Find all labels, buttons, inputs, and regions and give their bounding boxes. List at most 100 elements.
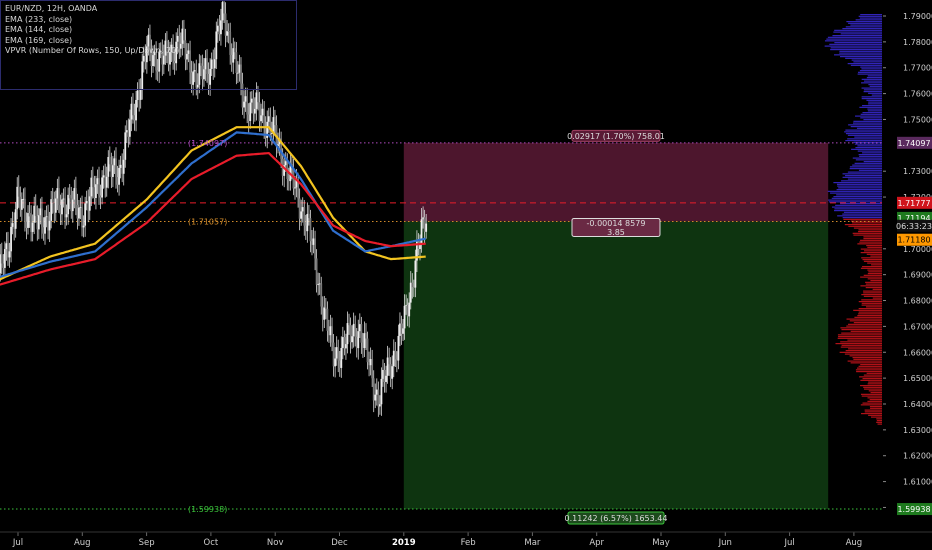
candle-body xyxy=(166,40,168,52)
x-tick-label: Apr xyxy=(589,538,604,548)
candle-body xyxy=(263,108,266,128)
candle-body xyxy=(253,108,256,114)
vpvr-bar xyxy=(845,129,882,131)
x-tick-label: Feb xyxy=(461,538,476,548)
candle-body xyxy=(324,307,327,309)
vpvr-bar xyxy=(853,120,882,122)
vpvr-bar xyxy=(871,94,882,96)
candle-body xyxy=(28,213,31,217)
vpvr-bar xyxy=(863,292,882,294)
candle-body xyxy=(318,283,321,285)
vpvr-bar xyxy=(867,262,882,264)
candle-body xyxy=(121,164,124,174)
candle-body xyxy=(139,89,142,100)
candle-body xyxy=(323,307,326,320)
candle-body xyxy=(62,198,65,200)
vpvr-bar xyxy=(837,337,882,339)
vpvr-bar xyxy=(824,40,882,42)
vpvr-bar xyxy=(824,45,882,47)
candle-body xyxy=(366,338,369,363)
vpvr-bar xyxy=(856,371,882,373)
vpvr-bar xyxy=(867,273,882,275)
vpvr-bar xyxy=(861,413,882,415)
risk-info-box xyxy=(571,129,661,142)
vpvr-bar xyxy=(866,253,882,255)
vpvr-bar xyxy=(839,52,882,54)
candle-body xyxy=(224,13,227,36)
vpvr-bar xyxy=(857,73,882,75)
vpvr-bar xyxy=(858,229,882,231)
vpvr-bar xyxy=(863,290,882,292)
vpvr-bar xyxy=(863,236,882,238)
vpvr-bar xyxy=(853,61,882,63)
vpvr-bar xyxy=(867,110,882,112)
price-marker-1 xyxy=(897,196,932,209)
vpvr-bar xyxy=(863,388,882,390)
candle-body xyxy=(261,108,264,116)
vpvr-bar xyxy=(868,84,882,86)
candles xyxy=(0,0,428,417)
candle-body xyxy=(144,55,147,63)
candle-body xyxy=(412,287,415,288)
open-pnl-info-text-0: -0.00014 8579 xyxy=(587,219,646,228)
candle-body xyxy=(270,133,273,135)
vpvr-bar xyxy=(860,379,882,381)
vpvr-bar xyxy=(863,374,882,376)
candle-body xyxy=(110,164,113,177)
candle-body xyxy=(107,156,110,177)
candle-body xyxy=(127,130,130,137)
candle-body xyxy=(209,68,212,85)
y-tick-label: 1.63000 xyxy=(903,426,932,435)
x-tick-label: Jun xyxy=(718,538,732,548)
price-marker-5 xyxy=(897,503,932,516)
y-tick-label: 1.75000 xyxy=(903,115,932,124)
candle-body xyxy=(25,221,28,228)
vpvr-bar xyxy=(848,124,882,126)
candle-body xyxy=(98,178,100,196)
candle-body xyxy=(348,323,350,326)
candle-body xyxy=(258,102,261,122)
vpvr-bar xyxy=(849,355,882,357)
candle-body xyxy=(176,35,179,42)
candle-body xyxy=(369,359,372,366)
vpvr-bar xyxy=(857,243,882,245)
candle-body xyxy=(93,187,96,199)
candle-body xyxy=(257,92,259,103)
vpvr-bar xyxy=(859,17,882,19)
vpvr-bar xyxy=(840,341,882,343)
candle-body xyxy=(161,50,164,65)
candle-body xyxy=(383,369,386,382)
candle-body xyxy=(74,188,77,205)
vpvr-bar xyxy=(826,38,882,40)
candle-body xyxy=(206,58,208,74)
vpvr-bar xyxy=(867,246,882,248)
vpvr-bar xyxy=(863,161,882,163)
open-pnl-info-text-1: 3.85 xyxy=(607,228,625,237)
candle-body xyxy=(419,243,421,250)
vpvr-bar xyxy=(852,357,882,359)
y-tick-label: 1.73000 xyxy=(903,167,932,176)
candle-body xyxy=(414,260,417,288)
vpvr-bar xyxy=(861,78,882,80)
candle-body xyxy=(81,207,83,228)
candle-body xyxy=(5,243,8,250)
vpvr-bar xyxy=(838,187,882,189)
candle-body xyxy=(113,158,116,166)
vpvr-bar xyxy=(871,264,882,266)
candle-body xyxy=(334,358,337,367)
vpvr-bar xyxy=(866,77,882,79)
candle-body xyxy=(181,28,184,44)
vpvr-bar xyxy=(863,274,882,276)
y-tick-label: 1.62000 xyxy=(903,452,932,461)
vpvr-bar xyxy=(876,420,882,422)
candle-body xyxy=(44,217,46,234)
vpvr-bar xyxy=(870,280,882,282)
candle-body xyxy=(104,175,107,188)
vpvr-bar xyxy=(860,393,882,395)
candle-body xyxy=(392,350,395,367)
candle-body xyxy=(343,337,346,349)
vpvr-bar xyxy=(834,42,882,44)
candle-body xyxy=(42,227,45,234)
vpvr-bar xyxy=(857,71,882,73)
